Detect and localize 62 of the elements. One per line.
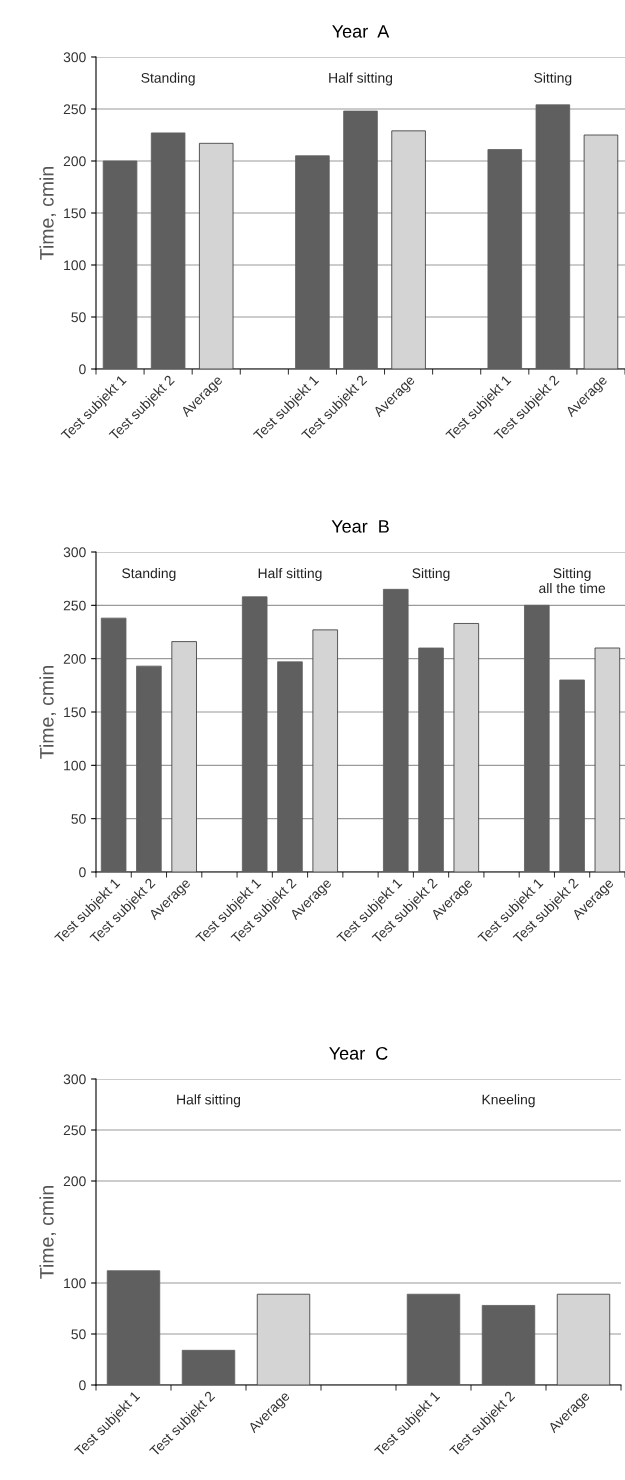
y-tick-label: 200 [63,654,86,664]
bar [535,104,571,369]
bar [383,588,409,872]
bar [106,1270,161,1385]
chart-title: Year A [332,25,390,38]
annotation: Standing [122,568,176,581]
y-tick-label: 200 [63,1176,86,1187]
y-tick-label: 100 [64,1278,86,1289]
bar [487,149,523,369]
y-tick-label: 250 [63,104,86,115]
y-axis-title: Time, cmin [39,1186,57,1279]
bar [556,1293,611,1385]
bar [559,679,585,872]
y-tick-label: 150 [64,707,86,718]
bar [295,155,330,369]
y-tick-label: 300 [63,52,86,63]
bar [453,623,480,872]
bar [181,1349,236,1385]
bar [171,641,197,872]
y-tick-label: 200 [63,156,86,167]
bar [312,629,338,872]
bar [136,665,162,872]
bar [524,604,550,872]
bar [391,130,426,369]
annotation: Sitting [412,568,450,581]
chart-title: Year B [331,520,389,533]
annotation: Half sitting [329,72,393,86]
y-tick-label: 0 [79,867,86,878]
y-tick-label: 150 [64,208,86,219]
bar [256,1293,311,1385]
y-axis-title: Time, cmin [39,666,57,759]
y-tick-label: 100 [64,760,86,771]
bar [594,647,621,872]
chart-title: Year C [329,1046,388,1060]
y-axis-title: Time, cmin [39,167,57,260]
y-tick-label: 300 [63,547,86,558]
bar [241,596,268,872]
bar [583,134,619,369]
annotation: Half sitting [177,1094,241,1108]
y-tick-label: 250 [63,1125,86,1136]
bar [150,132,186,369]
annotation: Kneeling [482,1094,535,1108]
bar [418,647,444,872]
y-tick-label: 50 [71,312,86,323]
bar [100,617,127,872]
bar [343,110,378,369]
annotation: Half sitting [258,568,322,581]
y-tick-label: 50 [71,814,86,824]
bar [198,142,234,369]
bar [481,1305,536,1385]
y-tick-label: 50 [71,1329,86,1340]
y-tick-label: 250 [63,600,86,611]
bar [102,160,138,369]
y-tick-label: 100 [64,260,86,271]
y-tick-label: 300 [63,1074,86,1085]
bar [406,1293,461,1385]
y-tick-label: 0 [79,1380,86,1391]
annotation: Standing [141,72,195,86]
y-tick-label: 0 [79,364,86,375]
annotation: Sitting all the time [539,568,606,594]
bar [277,661,303,872]
annotation: Sitting [534,72,572,86]
